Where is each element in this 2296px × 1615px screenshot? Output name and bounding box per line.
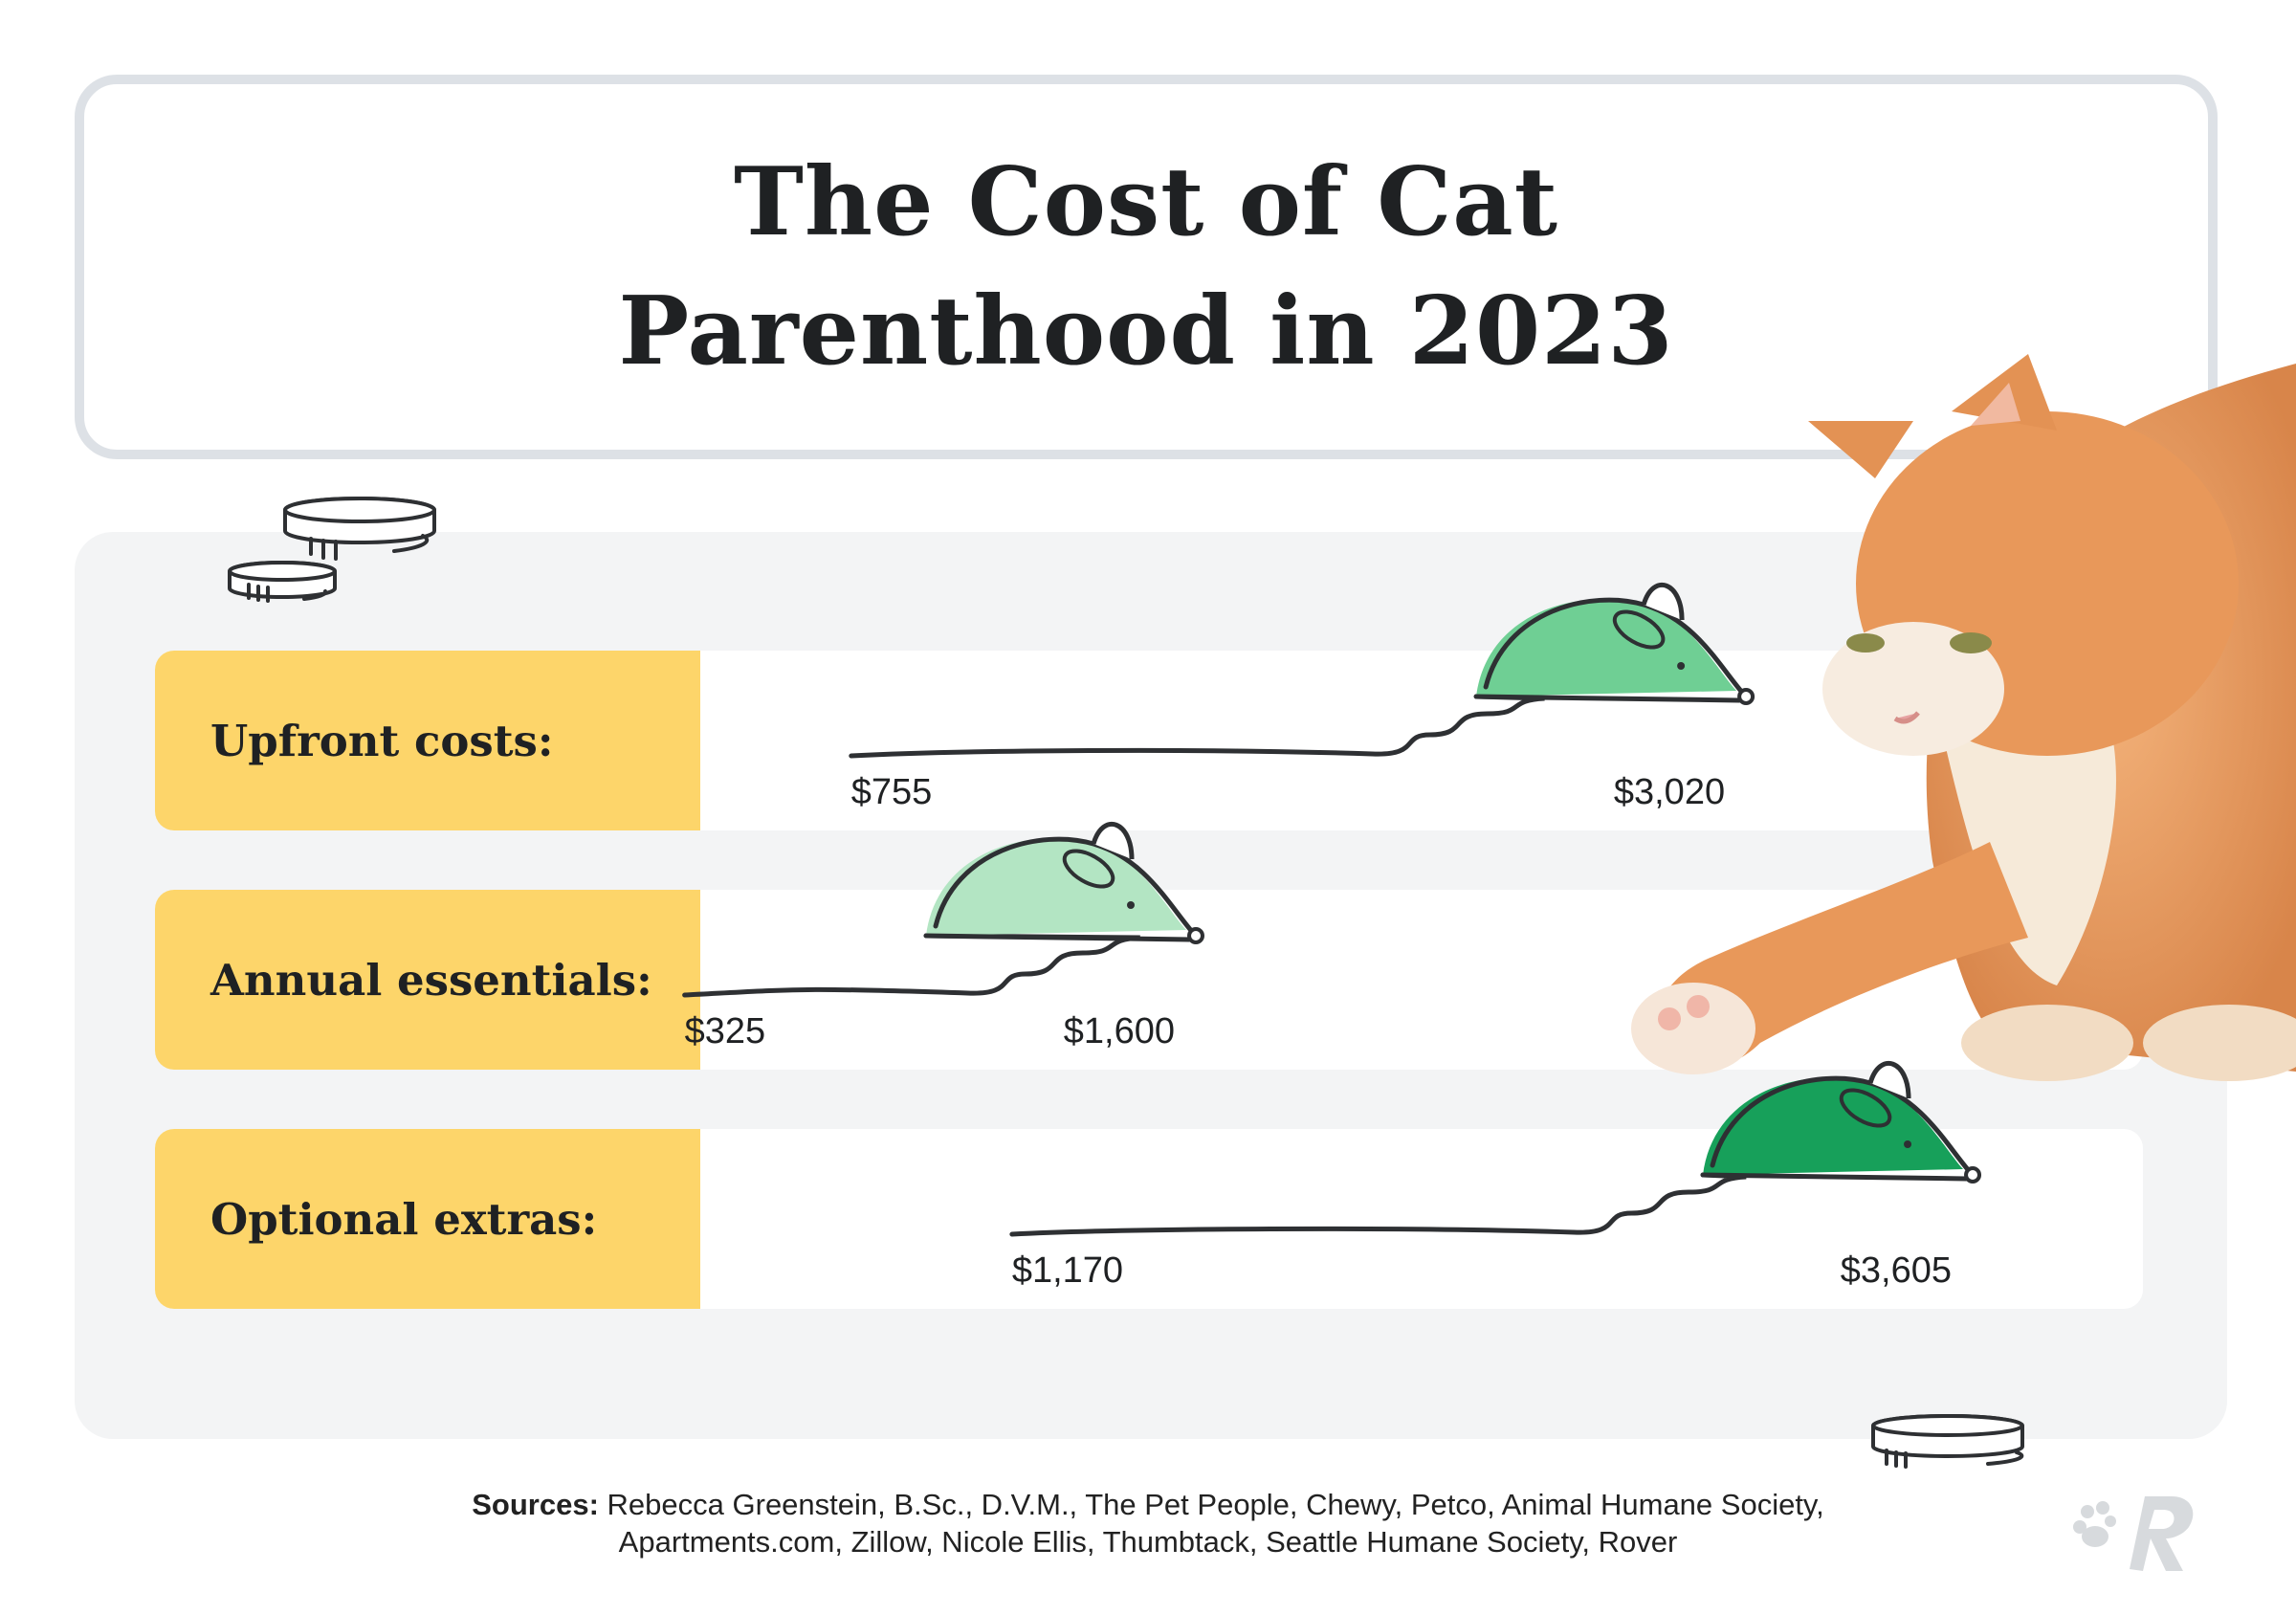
mouse-nose [1187, 927, 1204, 944]
mouse-inner-ear [1612, 609, 1666, 650]
mouse-ear [1867, 1061, 1911, 1099]
mouse-eye [1904, 1140, 1912, 1148]
mouse-outline [1700, 1075, 1974, 1182]
coin-icon [228, 497, 436, 603]
range-low-label: $755 [851, 772, 933, 812]
range-low-label: $1,170 [1012, 1250, 1123, 1291]
page-title: The Cost of Cat Parenthood in 2023 [618, 138, 1673, 396]
title-line-1: The Cost of Cat [734, 147, 1558, 257]
sources-text: Rebecca Greenstein, B.Sc., D.V.M., The P… [607, 1488, 1824, 1559]
mouse-inner-ear [1062, 849, 1115, 889]
rover-logo [2073, 1496, 2194, 1571]
mouse-outline [1473, 597, 1747, 703]
range-mark: $1,170 $3,605 [1009, 1061, 1982, 1291]
range-high-label: $3,605 [1841, 1250, 1952, 1291]
mouse-nose [1964, 1166, 1982, 1184]
row-label: Upfront costs: [155, 651, 700, 830]
mouse-body [926, 838, 1186, 936]
mouse-outline [923, 836, 1197, 942]
title-box: The Cost of Cat Parenthood in 2023 [75, 75, 2218, 459]
range-mark: $755 $3,020 [849, 583, 1755, 812]
sources-note: Sources: Rebecca Greenstein, B.Sc., D.V.… [364, 1486, 1932, 1560]
mouse-nose [1737, 688, 1755, 705]
mouse-eye [1677, 662, 1686, 670]
range-high-label: $1,600 [1064, 1011, 1175, 1051]
range-tail [849, 694, 1545, 759]
row-label: Annual essentials: [155, 890, 700, 1070]
mouse-ear [1091, 822, 1135, 860]
range-tail [1009, 1172, 1747, 1237]
title-line-2: Parenthood in 2023 [618, 277, 1674, 387]
sources-label: Sources: [472, 1488, 599, 1521]
mouse-body [1703, 1077, 1964, 1175]
mouse-eye [1127, 901, 1135, 909]
range-mark: $325 $1,600 [682, 822, 1204, 1051]
coin-icon [1871, 1414, 2024, 1469]
range-low-label: $325 [685, 1011, 766, 1051]
range-row-upfront: Upfront costs: [155, 651, 2143, 830]
mouse-body [1476, 599, 1737, 697]
mouse-inner-ear [1839, 1088, 1892, 1128]
range-high-label: $3,020 [1614, 772, 1725, 812]
mouse-ear [1641, 583, 1685, 621]
range-tail [682, 933, 1140, 998]
row-label: Optional extras: [155, 1129, 700, 1309]
